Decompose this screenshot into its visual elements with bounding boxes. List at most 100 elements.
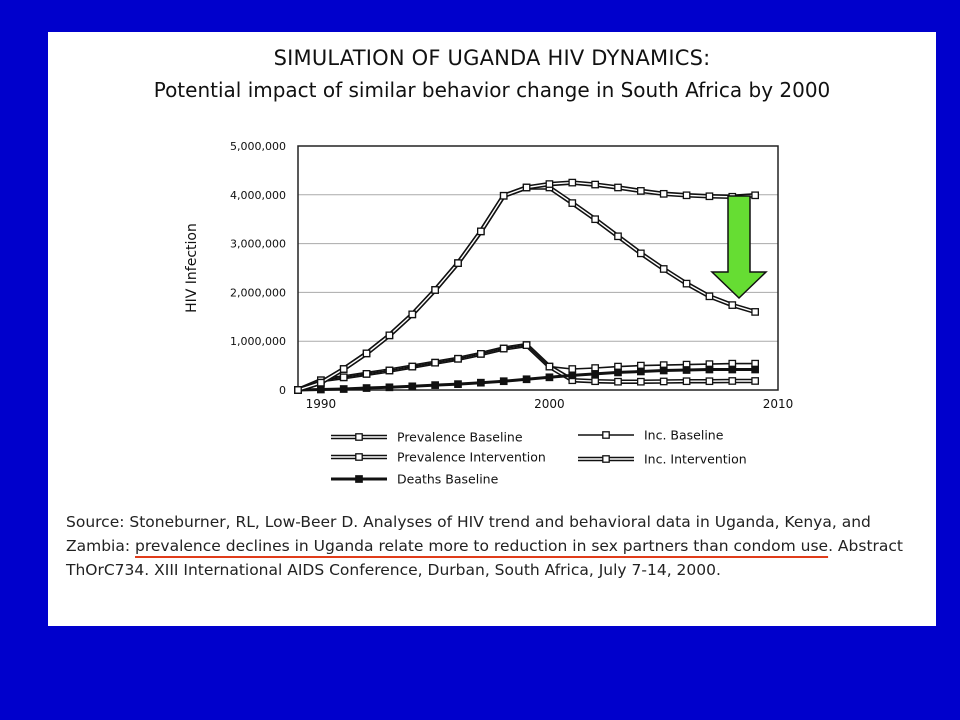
legend-marker (602, 455, 610, 463)
data-point (614, 232, 622, 241)
data-point (431, 358, 439, 367)
x-tick-label: 2000 (534, 397, 565, 411)
y-axis-label: HIV Infection (184, 223, 200, 313)
data-point (362, 384, 371, 392)
legend-item: Prevalence Intervention (331, 450, 546, 465)
y-tick-label: 4,000,000 (230, 189, 286, 202)
data-point (659, 366, 668, 375)
data-point (339, 365, 348, 373)
legend-label: Prevalence Intervention (397, 450, 546, 465)
x-tick-label: 1990 (306, 397, 337, 411)
data-point (728, 377, 737, 385)
source-text-suffix: . Abstract ThOrC734. XIII International … (66, 537, 903, 579)
y-tick-label: 3,000,000 (230, 238, 286, 251)
data-point (408, 362, 417, 371)
data-point (431, 381, 439, 389)
data-point (408, 382, 417, 391)
data-point (659, 265, 668, 273)
data-point (385, 366, 394, 375)
data-point (637, 367, 645, 376)
legend-item: Inc. Intervention (578, 452, 747, 467)
legend-item: Deaths Baseline (331, 472, 499, 487)
data-point (522, 375, 531, 384)
chart-legend: Prevalence Baseline Inc. Baseline Prevalen… (331, 428, 747, 487)
slide-title: SIMULATION OF UGANDA HIV DYNAMICS: (273, 46, 711, 70)
legend-item: Inc. Baseline (578, 428, 724, 443)
data-point (705, 365, 714, 374)
data-point (637, 187, 645, 195)
data-point (682, 377, 691, 386)
x-tick-labels: 1990 2000 2010 (306, 397, 794, 411)
series-prevalence-baseline (294, 178, 759, 394)
data-point (522, 341, 531, 349)
data-point (317, 385, 325, 394)
data-point (682, 279, 691, 288)
data-point (751, 377, 759, 385)
data-point (477, 350, 485, 358)
data-point (454, 380, 462, 388)
data-point (499, 377, 508, 386)
data-point (614, 377, 622, 386)
chart-grid (298, 194, 778, 342)
slide-card: SIMULATION OF UGANDA HIV DYNAMICS: Poten… (48, 32, 936, 626)
data-point (431, 286, 439, 294)
y-tick-label: 5,000,000 (230, 140, 286, 153)
legend-marker (602, 431, 610, 439)
data-point (682, 366, 691, 374)
data-point (545, 362, 554, 371)
y-tick-label: 2,000,000 (230, 286, 286, 299)
data-point (454, 354, 462, 363)
x-tick-label: 2010 (763, 397, 794, 411)
source-text-prefix: Source: Stoneburner, RL, Low-Beer D. Ana… (66, 513, 871, 555)
data-point (591, 370, 599, 378)
series-deaths-baseline (294, 365, 759, 394)
data-point (568, 365, 577, 373)
y-tick-labels: 0 1,000,000 2,000,000 3,000,000 4,000,000 5,0… (230, 140, 286, 397)
legend-item: Prevalence Baseline (331, 430, 523, 445)
data-point (728, 301, 737, 309)
data-point (294, 386, 302, 394)
data-point (339, 373, 348, 382)
data-point (682, 191, 691, 200)
plot-frame (297, 145, 779, 391)
data-point (362, 370, 371, 378)
data-point (751, 308, 759, 316)
data-point (751, 365, 759, 374)
down-arrow-icon (710, 195, 768, 300)
legend-label: Deaths Baseline (397, 472, 499, 487)
data-point (454, 259, 462, 267)
data-point (705, 292, 714, 301)
legend-marker (355, 453, 363, 461)
chart-series (294, 178, 759, 394)
data-point (659, 189, 668, 198)
legend-marker (355, 433, 363, 441)
legend-label: Inc. Baseline (644, 428, 724, 443)
data-point (591, 377, 599, 386)
data-point (522, 183, 531, 192)
data-point (499, 191, 508, 200)
data-point (705, 192, 714, 201)
data-point (591, 180, 599, 189)
data-point (317, 378, 325, 387)
source-citation: Source: Stoneburner, RL, Low-Beer D. Ana… (66, 510, 916, 582)
y-tick-label: 0 (279, 384, 286, 397)
legend-label: Inc. Intervention (644, 452, 747, 467)
data-point (659, 377, 668, 386)
data-point (728, 365, 737, 374)
data-point (568, 371, 577, 380)
data-point (637, 249, 645, 258)
data-point (385, 331, 394, 340)
hiv-dynamics-chart: 0 1,000,000 2,000,000 3,000,000 4,000,000 5,0… (184, 140, 794, 487)
legend-label: Prevalence Baseline (397, 430, 523, 445)
data-point (477, 227, 485, 236)
y-tick-label: 1,000,000 (230, 335, 286, 348)
data-point (385, 383, 394, 392)
data-point (568, 199, 577, 207)
data-point (499, 344, 508, 353)
data-point (545, 180, 554, 188)
slide-subtitle: Potential impact of similar behavior cha… (153, 78, 831, 102)
data-point (362, 349, 371, 358)
data-point (545, 373, 554, 382)
data-point (614, 368, 622, 377)
data-point (751, 191, 759, 200)
